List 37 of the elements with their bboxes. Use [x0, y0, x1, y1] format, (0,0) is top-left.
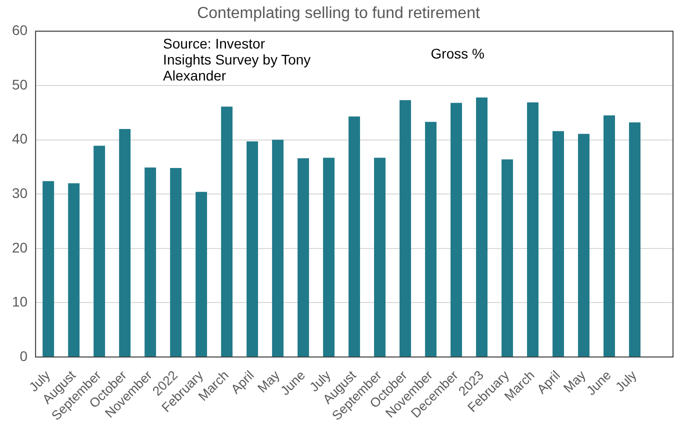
- bar: [348, 116, 360, 357]
- bar: [119, 128, 131, 357]
- bar: [298, 158, 310, 357]
- y-tick-label: 50: [12, 76, 28, 92]
- bar: [68, 183, 80, 357]
- bar: [527, 102, 539, 357]
- y-tick-label: 30: [12, 184, 28, 201]
- x-tick-label: May: [254, 367, 283, 396]
- y-tick-label: 20: [12, 239, 28, 256]
- x-tick-label: July: [612, 367, 640, 395]
- bar: [629, 122, 640, 357]
- bar: [476, 97, 488, 357]
- bar: [221, 106, 233, 357]
- chart-title: Contemplating selling to fund retirement: [197, 5, 480, 22]
- bar: [246, 141, 258, 357]
- bar: [42, 181, 54, 357]
- annotation: Gross %: [430, 45, 484, 62]
- bar: [94, 146, 106, 357]
- y-tick-label: 10: [12, 294, 28, 310]
- bar: [170, 168, 182, 357]
- bar: [604, 115, 615, 357]
- bar: [323, 158, 335, 357]
- bar: [196, 192, 208, 357]
- y-tick-label: 60: [12, 22, 28, 38]
- bar: [502, 159, 514, 357]
- bar: [400, 100, 412, 357]
- bar: [374, 158, 386, 357]
- bar: [450, 102, 462, 357]
- bar: [552, 131, 564, 357]
- y-tick-label: 40: [12, 130, 28, 147]
- bar: [144, 167, 156, 357]
- annotation: Source: Investor Insights Survey by Tony Alexander: [163, 36, 311, 84]
- x-tick-label: May: [560, 367, 589, 396]
- bar: [425, 122, 437, 357]
- bar: [272, 140, 284, 357]
- bar: [578, 134, 590, 357]
- y-tick-label: 0: [20, 348, 28, 364]
